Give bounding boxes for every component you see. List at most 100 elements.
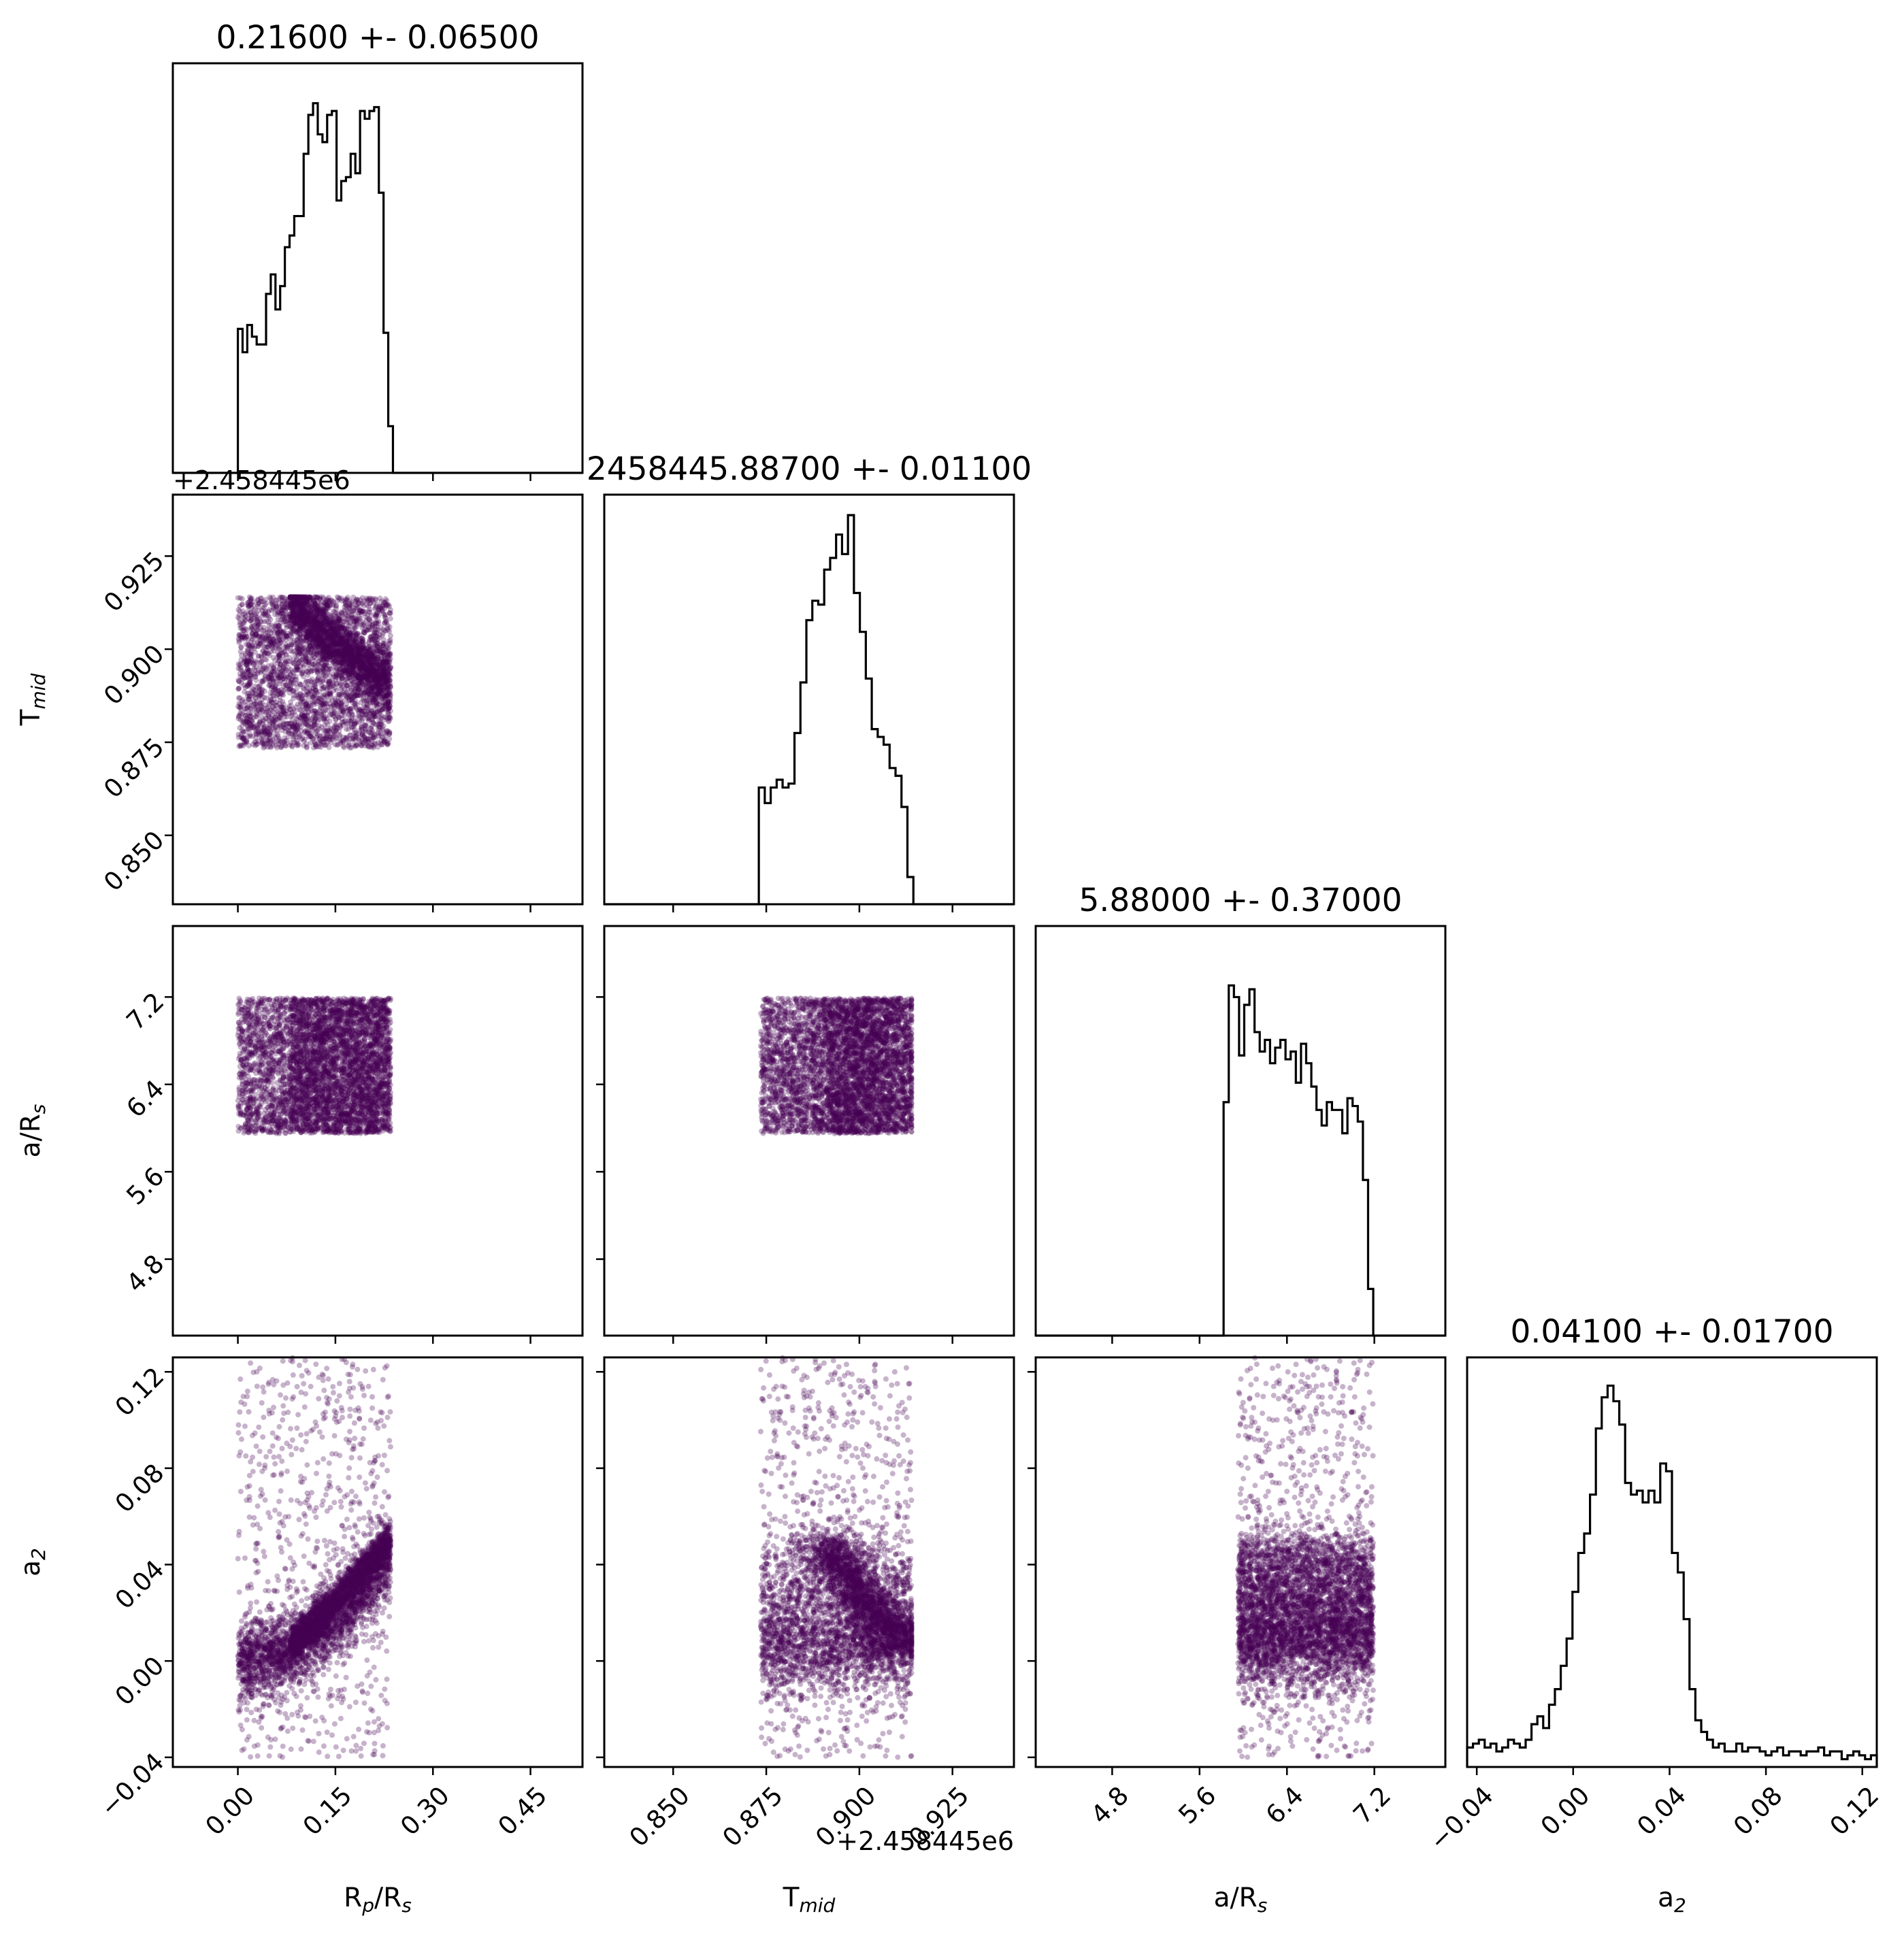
sample-point — [329, 613, 334, 618]
sample-point — [291, 657, 297, 662]
sample-point — [371, 745, 376, 750]
sample-point — [261, 669, 266, 674]
sample-point — [346, 649, 351, 655]
sample-point — [323, 608, 328, 613]
sample-point — [284, 708, 289, 714]
sample-point — [250, 733, 255, 739]
sample-point — [387, 702, 392, 708]
sample-point — [306, 697, 311, 702]
sample-point — [333, 681, 339, 687]
sample-point — [287, 601, 293, 607]
sample-point — [242, 741, 248, 746]
sample-point — [347, 669, 352, 674]
sample-point — [360, 595, 365, 601]
sample-point — [251, 701, 257, 707]
sample-point — [272, 733, 277, 738]
sample-point — [295, 595, 300, 600]
sample-point — [327, 667, 332, 672]
sample-point — [319, 633, 325, 638]
sample-point — [282, 722, 287, 727]
sample-point — [333, 606, 339, 612]
sample-point — [333, 634, 338, 640]
sample-point — [261, 643, 266, 648]
sample-point — [249, 676, 255, 681]
sample-point — [246, 604, 252, 609]
sample-point — [293, 614, 299, 620]
sample-point — [274, 604, 279, 610]
sample-point — [267, 722, 272, 727]
sample-point — [268, 697, 274, 703]
sample-point — [351, 645, 357, 650]
sample-point — [328, 657, 333, 663]
sample-point — [381, 627, 387, 632]
sample-point — [343, 677, 348, 682]
sample-point — [374, 663, 380, 668]
y-tick-label: 0.925 — [98, 546, 169, 617]
sample-point — [325, 686, 330, 691]
sample-point — [324, 716, 329, 721]
sample-point — [342, 718, 347, 724]
sample-point — [384, 598, 389, 604]
sample-point — [367, 595, 373, 601]
sample-point — [336, 714, 342, 720]
panel-frame — [173, 63, 582, 473]
panel-title-rprs: 0.21600 +- 0.06500 — [216, 19, 540, 56]
sample-point — [383, 648, 389, 654]
sample-point — [247, 595, 252, 600]
sample-point — [265, 627, 270, 632]
sample-point — [348, 682, 353, 687]
sample-point — [307, 595, 312, 600]
sample-point — [367, 635, 373, 640]
sample-point — [236, 686, 242, 691]
sample-point — [297, 659, 302, 665]
sample-point — [352, 721, 357, 727]
sample-point — [263, 650, 269, 655]
sample-point — [364, 652, 370, 658]
sample-point — [237, 620, 243, 625]
sample-point — [282, 602, 288, 608]
sample-point — [333, 742, 338, 747]
sample-point — [248, 694, 254, 699]
sample-point — [370, 655, 376, 661]
sample-point — [307, 688, 312, 693]
sample-point — [375, 655, 380, 660]
sample-point — [295, 647, 300, 652]
sample-point — [248, 723, 253, 728]
sample-point — [365, 612, 370, 618]
sample-point — [367, 647, 372, 652]
sample-point — [363, 670, 369, 676]
sample-point — [382, 717, 387, 723]
sample-point — [297, 707, 302, 712]
sample-point — [361, 636, 366, 642]
sample-point — [276, 691, 281, 697]
sample-point — [261, 678, 267, 684]
y-tick-label: 0.875 — [98, 732, 169, 804]
sample-point — [374, 630, 380, 635]
sample-point — [306, 614, 312, 619]
sample-point — [276, 623, 282, 629]
sample-point — [376, 677, 381, 682]
sample-point — [329, 647, 335, 652]
sample-point — [303, 659, 309, 664]
sample-point — [325, 634, 331, 640]
sample-point — [297, 642, 303, 648]
sample-point — [280, 670, 286, 676]
panel-title-tmid: 2458445.88700 +- 0.01100 — [587, 450, 1032, 488]
sample-point — [297, 702, 303, 708]
sample-point — [356, 675, 361, 680]
scatter-rprs-tmid — [235, 595, 393, 751]
sample-point — [373, 671, 378, 676]
sample-point — [250, 631, 255, 637]
panel-frame — [604, 495, 1014, 904]
sample-point — [308, 633, 314, 638]
sample-point — [244, 642, 249, 647]
sample-point — [253, 729, 259, 734]
sample-point — [240, 602, 245, 608]
sample-point — [338, 703, 344, 708]
sample-point — [310, 662, 316, 667]
sample-point — [363, 723, 368, 728]
sample-point — [307, 733, 312, 738]
sample-point — [295, 722, 300, 727]
sample-point — [335, 616, 341, 621]
